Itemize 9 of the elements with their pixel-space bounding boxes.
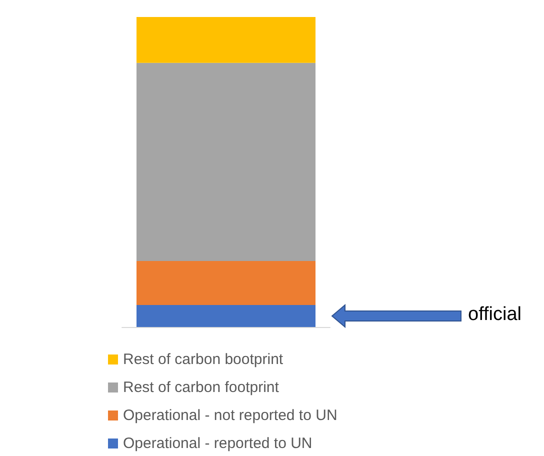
legend-label: Operational - not reported to UN xyxy=(123,407,338,424)
legend-label: Operational - reported to UN xyxy=(123,435,312,452)
bar xyxy=(136,17,316,63)
legend-label: Rest of carbon bootprint xyxy=(123,351,284,368)
bar xyxy=(136,260,316,305)
legend-label: Rest of carbon footprint xyxy=(123,379,280,396)
text: official xyxy=(468,304,522,326)
bar xyxy=(136,304,316,327)
bar xyxy=(136,62,316,261)
